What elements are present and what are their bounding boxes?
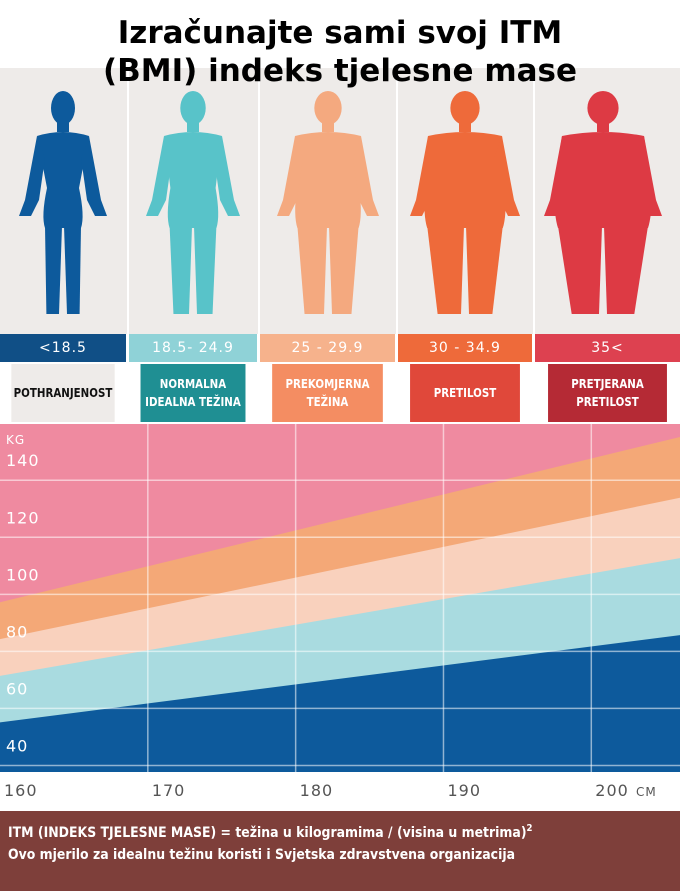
range-band-severe: 35< bbox=[535, 334, 680, 362]
x-tick-label: 160 bbox=[4, 781, 38, 800]
right-arm-shape bbox=[353, 136, 379, 216]
category-label-line: TEŽINA bbox=[306, 394, 349, 409]
category-label-line: PRETILOST bbox=[576, 394, 639, 409]
neck-shape bbox=[459, 122, 471, 132]
category-label-obese: PRETILOST bbox=[410, 364, 520, 422]
head-shape bbox=[51, 91, 75, 125]
category-label-underweight: POTHRANJENOST bbox=[11, 364, 115, 422]
formula-note: Ovo mjerilo za idealnu težinu koristi i … bbox=[8, 847, 516, 863]
column-divider bbox=[127, 68, 129, 334]
left-arm-shape bbox=[146, 136, 172, 216]
right-arm-shape bbox=[636, 136, 662, 216]
x-axis-unit: CM bbox=[636, 785, 657, 799]
left-leg-shape bbox=[169, 226, 192, 314]
torso-shape bbox=[295, 132, 361, 228]
left-arm-shape bbox=[410, 136, 436, 216]
y-tick-label: 140 bbox=[6, 451, 40, 470]
category-label-line: NORMALNA bbox=[159, 376, 227, 391]
column-divider bbox=[533, 68, 535, 334]
y-tick-label: 40 bbox=[6, 736, 28, 755]
formula-panel: ITM (INDEKS TJELESNE MASE) = težina u ki… bbox=[0, 811, 680, 891]
y-tick-label: 120 bbox=[6, 508, 40, 527]
range-band-overweight: 25 - 29.9 bbox=[260, 334, 395, 362]
head-shape bbox=[180, 91, 206, 125]
right-leg-shape bbox=[604, 226, 648, 314]
neck-shape bbox=[187, 122, 199, 132]
left-arm-shape bbox=[277, 136, 303, 216]
head-shape bbox=[314, 91, 342, 125]
torso-shape bbox=[554, 132, 652, 228]
page-title: Izračunajte sami svoj ITM (BMI) indeks t… bbox=[0, 14, 680, 90]
category-label-line: PRETJERANA bbox=[571, 376, 644, 391]
range-band-obese: 30 - 34.9 bbox=[398, 334, 532, 362]
right-leg-shape bbox=[329, 226, 359, 314]
neck-shape bbox=[597, 122, 609, 132]
formula-line-1: ITM (INDEKS TJELESNE MASE) = težina u ki… bbox=[8, 824, 527, 841]
category-label-line: PREKOMJERNA bbox=[285, 376, 370, 391]
torso-shape bbox=[164, 132, 222, 228]
slim-person-icon bbox=[19, 91, 107, 314]
bmi-weight-height-chart: 40 60 80 100 120 140 KG bbox=[0, 424, 680, 772]
neck-shape bbox=[322, 122, 334, 132]
title-line-2: (BMI) indeks tjelesne mase bbox=[102, 53, 578, 89]
x-axis: 160 170 180 190 200 CM bbox=[0, 772, 680, 808]
x-tick-label: 170 bbox=[152, 781, 186, 800]
right-arm-shape bbox=[214, 136, 240, 216]
x-tick-label: 190 bbox=[447, 781, 481, 800]
category-label-line: IDEALNA TEŽINA bbox=[145, 394, 241, 409]
column-divider bbox=[396, 68, 398, 334]
range-band-underweight: <18.5 bbox=[0, 334, 126, 362]
overweight-person-icon bbox=[277, 91, 379, 314]
formula-text: ITM (INDEKS TJELESNE MASE) = težina u ki… bbox=[8, 823, 533, 841]
neck-shape bbox=[57, 122, 69, 132]
left-arm-shape bbox=[544, 136, 570, 216]
head-shape bbox=[450, 91, 480, 125]
x-tick-label: 180 bbox=[300, 781, 334, 800]
left-leg-shape bbox=[558, 226, 602, 314]
severely-obese-person-icon bbox=[544, 91, 662, 314]
category-label-overweight: PREKOMJERNA TEŽINA bbox=[272, 364, 383, 422]
category-label-normal: NORMALNA IDEALNA TEŽINA bbox=[140, 364, 246, 422]
column-divider bbox=[258, 68, 260, 334]
formula-exponent: 2 bbox=[526, 823, 533, 834]
normal-person-icon bbox=[146, 91, 240, 314]
x-tick-label: 200 bbox=[595, 781, 629, 800]
right-arm-shape bbox=[81, 136, 107, 216]
right-leg-shape bbox=[194, 226, 217, 314]
category-label-line: PRETILOST bbox=[433, 385, 497, 400]
torso-shape bbox=[37, 132, 89, 228]
left-leg-shape bbox=[45, 226, 62, 314]
y-tick-label: 100 bbox=[6, 565, 40, 584]
range-band-normal: 18.5- 24.9 bbox=[129, 334, 257, 362]
right-leg-shape bbox=[466, 226, 503, 314]
category-label-severe: PRETJERANA PRETILOST bbox=[548, 364, 667, 422]
category-label-line: POTHRANJENOST bbox=[13, 385, 113, 400]
right-leg-shape bbox=[64, 226, 81, 314]
y-tick-label: 80 bbox=[6, 622, 28, 641]
torso-shape bbox=[424, 132, 506, 228]
left-leg-shape bbox=[427, 226, 464, 314]
title-line-1: Izračunajte sami svoj ITM bbox=[117, 15, 563, 51]
y-tick-label: 60 bbox=[6, 679, 28, 698]
left-leg-shape bbox=[297, 226, 327, 314]
head-shape bbox=[587, 91, 619, 125]
left-arm-shape bbox=[19, 136, 45, 216]
obese-person-icon bbox=[410, 91, 520, 314]
bmi-region-0 bbox=[0, 635, 680, 772]
y-axis-unit: KG bbox=[6, 433, 25, 447]
right-arm-shape bbox=[494, 136, 520, 216]
